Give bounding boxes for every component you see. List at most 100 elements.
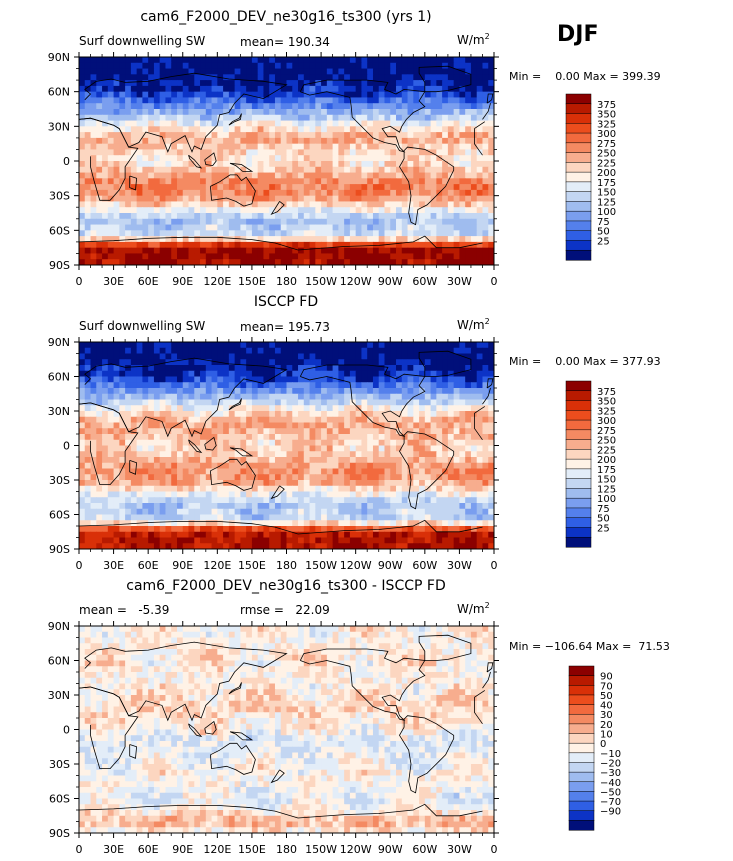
field-cell [113,353,120,360]
field-cell [211,218,218,226]
field-cell [90,68,97,75]
field-cell [298,259,305,265]
field-cell [251,259,259,265]
field-cell [367,411,374,418]
field-cell [436,370,443,378]
field-cell [125,178,132,185]
field-cell [286,80,293,87]
field-cell [430,155,437,162]
field-cell [465,382,472,389]
field-cell [165,178,172,185]
field-cell [488,474,494,481]
field-cell [378,166,386,174]
field-cell [130,68,138,75]
field-cell [315,411,322,418]
field-cell [84,480,92,487]
field-cell [309,370,316,378]
field-cell [430,393,437,401]
field-cell [384,91,391,99]
field-cell [349,143,357,151]
field-cell [378,393,386,401]
field-cell [153,347,161,355]
field-cell [205,85,213,93]
field-cell [176,213,184,220]
field-cell [84,74,92,81]
field-cell [470,114,478,122]
field-cell [90,382,97,389]
field-cell [488,68,494,75]
field-cell [470,149,478,156]
field-cell [269,178,276,185]
field-cell [119,166,126,174]
field-cell [269,491,276,498]
field-cell [136,503,143,510]
field-cell [384,376,391,383]
field-cell [384,382,391,389]
field-cell [246,405,253,412]
field-cell [269,218,276,226]
field-cell [442,359,449,366]
field-cell [251,201,259,208]
field-cell [430,405,437,412]
field-cell [136,370,143,378]
field-cell [349,445,357,452]
field-cell [372,218,380,226]
field-cell [119,393,126,401]
field-cell [136,497,143,504]
field-cell [194,68,201,75]
field-cell [424,109,432,116]
field-cell [263,132,270,139]
field-cell [165,143,172,151]
field-cell [465,434,472,441]
field-cell [321,445,328,452]
field-cell [194,342,201,349]
field-cell [79,462,86,470]
field-cell [321,485,328,493]
field-cell [217,393,224,401]
field-cell [309,514,316,521]
field-cell [240,365,247,372]
field-cell [130,422,138,429]
field-cell [321,195,328,203]
field-cell [96,236,103,243]
field-cell [251,97,259,104]
field-cell [240,149,247,156]
field-cell [424,347,432,355]
field-cell [465,370,472,378]
field-cell [165,91,172,99]
field-cell [401,120,409,127]
field-cell [326,416,334,424]
field-cell [96,109,103,116]
field-cell [211,359,218,366]
field-cell [240,457,247,464]
field-cell [315,155,322,162]
field-cell [125,126,132,133]
field-cell [246,370,253,378]
field-cell [113,457,120,464]
field-cell [470,201,478,208]
field-cell [338,189,345,197]
field-cell [269,376,276,383]
field-cell [142,224,149,231]
field-cell [153,109,161,116]
field-cell [96,155,103,162]
field-cell [344,201,351,208]
field-cell [246,399,253,406]
field-cell [176,376,184,383]
field-cell [182,172,190,179]
field-cell [194,376,201,383]
field-cell [372,480,380,487]
field-cell [315,213,322,220]
field-cell [148,172,155,179]
field-cell [315,247,322,255]
field-cell [355,514,363,521]
field-cell [240,120,247,127]
field-cell [482,457,489,464]
field-cell [240,382,247,389]
field-cell [396,259,403,265]
field-cell [355,342,363,349]
field-cell [482,253,489,260]
field-cell [96,451,103,458]
field-cell [396,434,403,441]
field-cell [217,365,224,372]
